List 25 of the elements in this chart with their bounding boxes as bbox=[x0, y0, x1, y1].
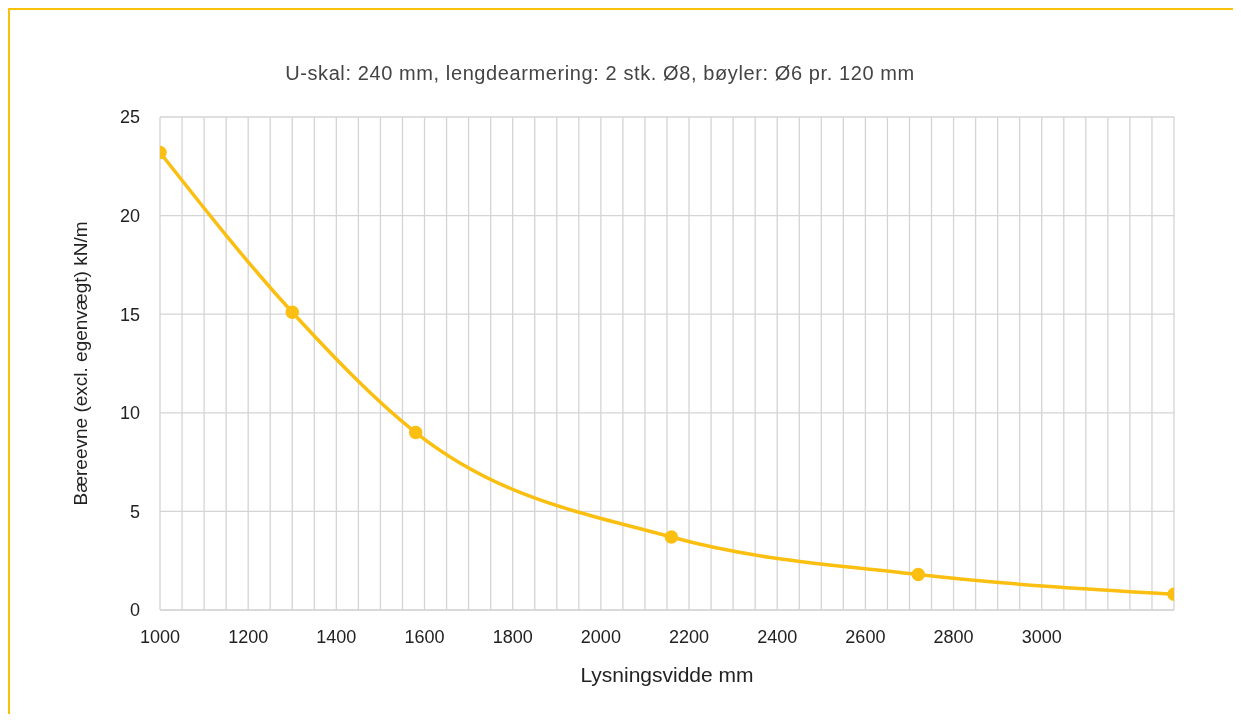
x-tick-label: 3000 bbox=[1021, 626, 1062, 647]
x-tick-label: 2800 bbox=[933, 626, 974, 647]
point bbox=[911, 567, 926, 582]
y-tick-label: 0 bbox=[129, 600, 140, 621]
x-axis-title: Lysningsvidde mm bbox=[580, 663, 754, 686]
point bbox=[285, 305, 300, 319]
page-frame: U-skal: 240 mm, lengdearmering: 2 stk. Ø8, bøyler: Ø6 pr. 120 mm 1000 1200 1400 1600 1800 2000 2200 2400 2600 2800 3000 Lysningsvidde mm 0 5 10 15 20 25 Bæreevne (excl. egenvægt) kN/m bbox=[8, 8, 1233, 714]
x-tick-label: 2200 bbox=[669, 626, 710, 647]
x-tick-label: 2000 bbox=[580, 626, 621, 647]
x-tick-label: 1400 bbox=[316, 626, 357, 647]
point bbox=[408, 425, 423, 440]
x-tick-label: 1800 bbox=[492, 626, 533, 647]
x-tick-label: 1000 bbox=[139, 626, 181, 647]
y-axis-title: Bæreevne (excl. egenvægt) kN/m bbox=[69, 221, 91, 506]
y-tick-label: 20 bbox=[119, 205, 140, 226]
chart-title: U-skal: 240 mm, lengdearmering: 2 stk. Ø8, bøyler: Ø6 pr. 120 mm bbox=[284, 62, 916, 85]
y-tick-label: 25 bbox=[119, 107, 140, 128]
x-tick-label: 2400 bbox=[757, 626, 798, 647]
y-tick-label: 15 bbox=[119, 304, 140, 325]
point bbox=[664, 530, 679, 544]
y-tick-label: 10 bbox=[119, 403, 140, 424]
y-tick-label: 5 bbox=[129, 501, 140, 522]
x-tick-label: 1200 bbox=[228, 626, 269, 647]
x-tick-label: 1600 bbox=[404, 626, 445, 647]
x-tick-label: 2600 bbox=[845, 626, 886, 647]
